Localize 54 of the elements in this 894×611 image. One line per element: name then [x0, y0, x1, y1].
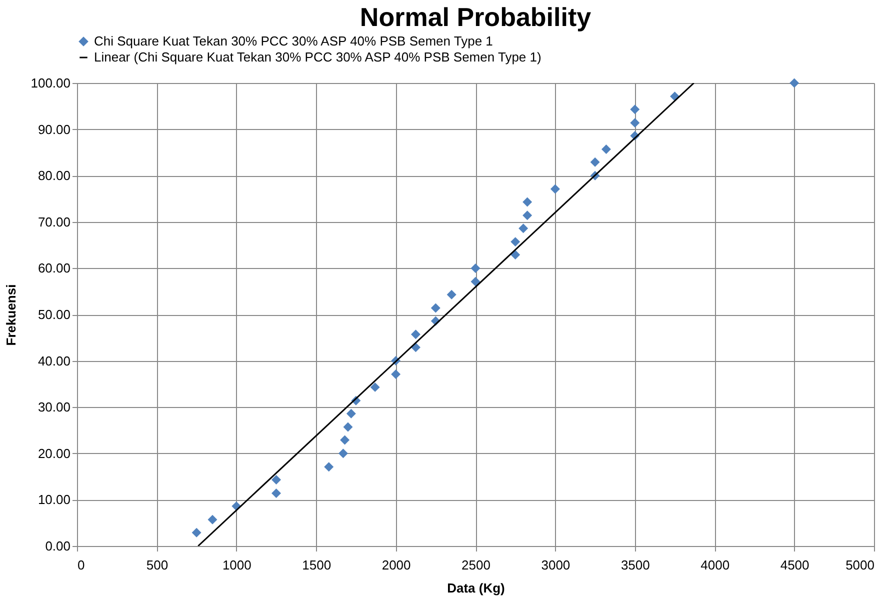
y-axis-title: Frekuensi — [4, 284, 19, 346]
x-tick-label: 2000 — [382, 558, 411, 572]
x-tick-label: 3000 — [541, 558, 570, 572]
point — [601, 144, 611, 154]
point — [338, 448, 348, 458]
point — [324, 462, 334, 472]
point — [518, 224, 528, 234]
point — [391, 369, 401, 379]
x-tick-label: 0 — [78, 558, 85, 572]
point — [272, 488, 281, 498]
y-tick-label: 90.00 — [38, 122, 70, 137]
x-axis-title: Data (Kg) — [447, 580, 505, 596]
y-tick-label: 40.00 — [38, 353, 70, 368]
y-tick-label: 70.00 — [38, 214, 70, 230]
x-tick-label: 1000 — [222, 558, 252, 572]
point — [272, 475, 281, 485]
y-tick-label: 0.00 — [45, 538, 70, 554]
point — [510, 250, 520, 260]
point — [522, 197, 532, 207]
legend-label: Linear (Chi Square Kuat Tekan 30% PCC 30% ASP 40% PSB Semen Type 1) — [94, 50, 542, 64]
point — [346, 408, 356, 418]
y-tick-label: 60.00 — [38, 260, 70, 276]
point — [790, 78, 800, 88]
point — [630, 104, 640, 114]
point — [208, 514, 218, 524]
x-tick-label: 2500 — [462, 558, 490, 572]
y-tick-label: 80.00 — [38, 168, 70, 184]
point — [343, 422, 353, 432]
x-tick-label: 500 — [146, 558, 168, 572]
y-tick-label: 10.00 — [38, 492, 70, 508]
point — [510, 237, 520, 247]
y-tick-label: 20.00 — [38, 446, 70, 461]
point — [340, 435, 350, 445]
point — [470, 263, 480, 273]
point — [370, 382, 380, 392]
x-tick-label: 5000 — [846, 558, 874, 572]
y-tick-label: 30.00 — [38, 400, 70, 415]
point — [410, 330, 420, 340]
legend-label: Chi Square Kuat Tekan 30% PCC 30% ASP 40% PSB Semen Type 1 — [94, 34, 493, 48]
point — [470, 276, 480, 286]
x-tick-label: 1500 — [302, 558, 332, 572]
x-tick-label: 4000 — [700, 558, 730, 572]
point — [522, 210, 532, 220]
x-tick-label: 4500 — [780, 558, 810, 572]
y-tick-label: 50.00 — [38, 307, 70, 322]
point — [630, 118, 640, 128]
point — [192, 528, 202, 538]
point — [446, 290, 456, 300]
chart-title: Normal Probability — [360, 2, 592, 32]
point — [550, 184, 560, 194]
y-tick-label: 100.00 — [30, 76, 70, 90]
point — [430, 303, 440, 313]
x-tick-label: 3500 — [620, 558, 650, 572]
point — [590, 157, 600, 167]
